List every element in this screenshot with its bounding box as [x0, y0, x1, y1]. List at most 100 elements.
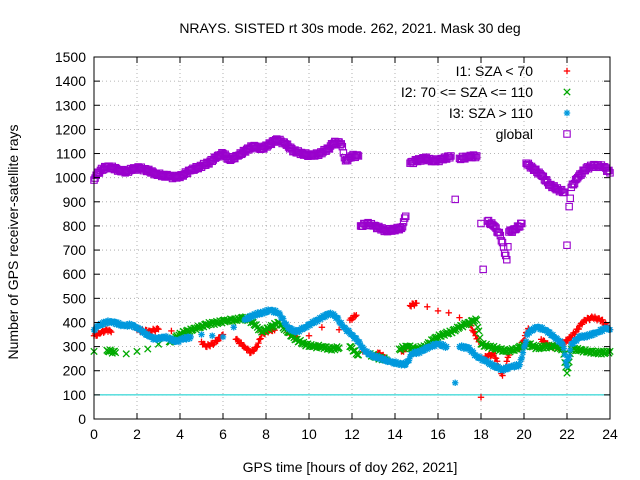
x-tick-label: 10	[301, 426, 317, 442]
data-point	[398, 223, 407, 231]
y-tick-label: 900	[63, 194, 87, 210]
data-point	[563, 362, 571, 370]
x-tick-label: 2	[133, 426, 141, 442]
data-point	[241, 343, 248, 350]
data-point	[280, 315, 287, 322]
legend-label: I3: SZA > 110	[449, 105, 533, 121]
data-point	[479, 265, 487, 274]
x-tick-label: 6	[219, 426, 227, 442]
data-point	[424, 303, 431, 310]
y-tick-label: 1300	[55, 97, 86, 113]
data-point	[451, 195, 459, 204]
data-point	[566, 194, 574, 203]
data-point	[476, 334, 484, 342]
data-point	[230, 324, 237, 331]
legend-label: I2: 70 <= SZA <= 110	[401, 84, 533, 100]
legend-marker	[563, 109, 571, 117]
x-tick-label: 18	[473, 426, 489, 442]
x-axis-label: GPS time [hours of doy 262, 2021]	[243, 459, 458, 475]
data-point	[474, 335, 481, 342]
data-point	[452, 379, 459, 386]
y-tick-label: 200	[63, 363, 87, 379]
x-tick-label: 0	[90, 426, 98, 442]
y-tick-label: 100	[63, 387, 87, 403]
y-tick-label: 800	[63, 218, 87, 234]
x-tick-label: 8	[262, 426, 270, 442]
data-point	[187, 333, 194, 341]
axis-ticks: 0 2 4 6 8 10 12 14 16 18 20 22 240100200300400500600…	[55, 49, 618, 442]
y-tick-label: 1100	[56, 146, 86, 162]
grid	[94, 57, 610, 419]
data-point	[445, 309, 452, 317]
data-point	[561, 188, 569, 196]
data-point	[519, 349, 527, 356]
data-point	[209, 332, 216, 339]
y-tick-label: 1200	[55, 121, 86, 137]
data-point	[336, 141, 344, 149]
data-point	[107, 347, 115, 355]
data-point	[352, 313, 359, 320]
series-3	[90, 135, 614, 274]
data-point	[397, 345, 406, 353]
data-point	[265, 325, 273, 334]
data-point	[498, 238, 507, 247]
data-point	[559, 340, 566, 348]
data-point	[443, 343, 450, 350]
data-point	[168, 327, 175, 335]
data-point	[575, 325, 583, 333]
data-point	[318, 324, 326, 331]
data-point	[456, 314, 463, 321]
y-tick-label: 500	[63, 290, 87, 306]
data-point	[471, 153, 480, 162]
data-point	[434, 307, 442, 315]
data-point	[518, 354, 526, 362]
data-point	[219, 333, 227, 341]
x-tick-label: 12	[344, 426, 360, 442]
data-point	[400, 214, 409, 222]
data-point	[473, 316, 481, 324]
data-point	[503, 255, 511, 264]
series-1	[90, 313, 614, 377]
legend-label: global	[496, 126, 533, 142]
data-point	[401, 212, 410, 221]
data-point	[492, 355, 500, 362]
data-point	[204, 320, 212, 329]
data-point	[238, 339, 245, 346]
data-point	[446, 154, 454, 162]
x-tick-label: 20	[516, 426, 532, 442]
y-tick-label: 1000	[55, 170, 86, 186]
y-tick-label: 300	[63, 339, 87, 355]
y-tick-label: 1500	[55, 49, 86, 65]
legend: I1: SZA < 70 I2: 70 <= SZA <= 110 I3: SZA …	[401, 63, 571, 142]
data-point	[516, 361, 523, 368]
x-tick-label: 16	[430, 426, 446, 442]
data-point	[477, 394, 485, 401]
legend-marker	[563, 130, 571, 138]
data-point	[447, 152, 455, 160]
y-tick-label: 0	[78, 411, 86, 427]
data-point	[413, 299, 420, 307]
data-point	[333, 343, 341, 351]
data-point	[354, 152, 363, 160]
x-tick-label: 4	[176, 426, 184, 442]
y-axis-label: Number of GPS receiver-satellite rays	[5, 125, 21, 360]
y-tick-label: 1400	[55, 73, 86, 89]
data-point	[214, 337, 221, 345]
x-tick-label: 22	[559, 426, 575, 442]
data-point	[565, 202, 573, 211]
data-point	[108, 328, 115, 336]
data-point	[155, 326, 162, 333]
data-point	[487, 353, 494, 360]
data-point	[256, 336, 263, 343]
data-point	[605, 166, 613, 175]
data-point	[504, 243, 512, 251]
data-point	[106, 327, 114, 334]
data-point	[255, 339, 262, 347]
data-point	[144, 345, 152, 353]
data-point	[100, 329, 107, 336]
data-point	[477, 340, 485, 348]
y-tick-label: 700	[63, 242, 87, 258]
legend-marker	[563, 88, 571, 96]
data-point	[133, 347, 141, 356]
series-2	[90, 306, 614, 386]
